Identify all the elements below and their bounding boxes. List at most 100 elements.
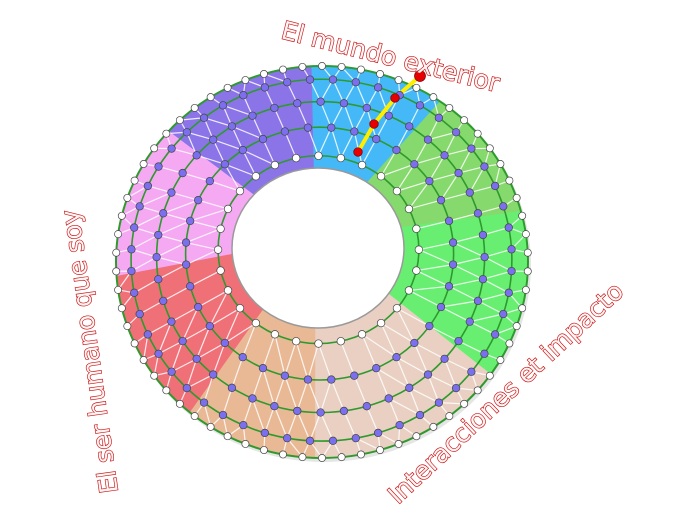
spoke-line [186, 132, 198, 156]
spoke-line [203, 374, 214, 403]
node-dot [127, 266, 136, 276]
spoke-line [440, 191, 470, 201]
label-interacciones-et-impacto: Interacciones et impacto [382, 276, 629, 509]
spoke-line [469, 166, 485, 193]
spoke-line [182, 306, 199, 342]
node-dot [258, 134, 268, 144]
node-dot [123, 193, 132, 202]
spoke-line [251, 115, 264, 140]
spoke-line [264, 406, 275, 434]
spoke-line [477, 292, 509, 302]
node-dot [162, 386, 171, 395]
spoke-line [224, 163, 257, 177]
spoke-line [156, 256, 187, 266]
spoke-line [416, 264, 454, 272]
node-dot [127, 245, 136, 254]
spoke-line [273, 375, 286, 407]
node-dot [114, 285, 123, 294]
spoke-line [408, 289, 442, 308]
spoke-line [307, 343, 320, 380]
spoke-line [224, 322, 257, 344]
node-dot [429, 422, 438, 431]
spoke-line [361, 138, 377, 166]
node-dot [260, 428, 269, 438]
spoke-line [251, 367, 264, 399]
node-dot [512, 193, 521, 202]
spoke-line [469, 321, 496, 335]
node-dot [223, 204, 233, 214]
spoke-line [262, 367, 275, 407]
spoke-line [482, 270, 512, 280]
spoke-line [171, 306, 199, 323]
node-dot [218, 410, 228, 420]
path-node [390, 93, 400, 103]
spoke-line [440, 306, 471, 323]
node-dot [178, 168, 187, 178]
label-el-ser-humano-que-soy: El ser humano que soy [55, 208, 124, 495]
node-dot [490, 330, 500, 339]
spoke-line [222, 387, 233, 416]
spoke-line [380, 322, 398, 358]
node-dot [357, 330, 367, 339]
spoke-line [274, 334, 286, 376]
spoke-line [156, 242, 187, 258]
spoke-line [408, 285, 450, 292]
node-dot [518, 304, 527, 313]
spoke-line [222, 104, 253, 117]
node-dot [339, 99, 349, 108]
node-dot [280, 371, 290, 380]
spoke-line [209, 290, 229, 327]
node-dot [429, 93, 438, 102]
node-dot [139, 160, 148, 168]
node-dot [434, 398, 444, 407]
spoke-line [469, 313, 504, 323]
spoke-line [477, 205, 504, 214]
node-dot [241, 76, 250, 84]
node-dot [415, 101, 425, 110]
spoke-line [482, 226, 509, 236]
spoke-line [284, 341, 297, 376]
spoke-line [418, 249, 454, 266]
center-hole [231, 167, 405, 329]
spoke-line [185, 241, 219, 251]
node-dot [478, 230, 488, 240]
node-dot [512, 322, 521, 331]
spoke-line [171, 340, 184, 372]
node-dot [258, 364, 268, 373]
node-dot [182, 128, 191, 137]
node-dot [279, 65, 287, 74]
node-dot [112, 248, 121, 257]
node-dot [465, 188, 474, 197]
spoke-line [242, 398, 254, 426]
node-dot [283, 78, 292, 87]
spoke-line [484, 256, 512, 272]
node-dot [206, 422, 215, 431]
node-dot [152, 252, 161, 262]
spoke-line [414, 154, 445, 165]
spoke-line [361, 334, 377, 369]
spoke-line [380, 149, 397, 177]
node-dot [496, 160, 505, 168]
spoke-line [429, 325, 459, 342]
node-dot [190, 412, 199, 421]
spoke-line [375, 115, 390, 140]
node-dot [220, 338, 229, 348]
node-dot [410, 160, 419, 169]
node-dot [454, 168, 463, 178]
node-dot [362, 402, 371, 411]
node-dot [405, 122, 414, 131]
node-dot [209, 370, 218, 379]
spoke-line [427, 131, 457, 141]
spoke-line [203, 402, 212, 428]
spoke-line [443, 358, 457, 389]
spoke-line [182, 325, 211, 342]
node-dot [473, 386, 482, 395]
node-dot [194, 196, 203, 205]
node-dot [404, 286, 414, 295]
spoke-line [147, 321, 172, 335]
node-dot [216, 224, 225, 233]
node-dot [351, 433, 360, 443]
spoke-line [452, 256, 485, 266]
node-dot [143, 181, 153, 191]
node-dot [291, 153, 301, 163]
